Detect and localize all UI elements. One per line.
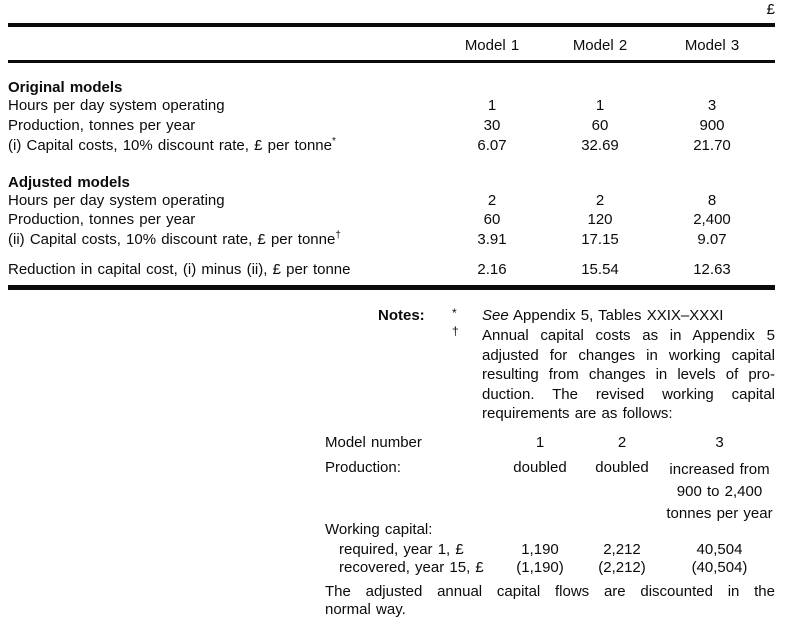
- table-bottom-rule: [8, 285, 775, 290]
- footnote-asterisk-marker: *: [332, 136, 336, 147]
- cell-model-1: 1: [535, 434, 545, 451]
- production-detail-line: tonnes per year: [666, 505, 773, 522]
- summary-row: Reduction in capital cost, (i) minus (ii…: [0, 261, 788, 281]
- dagger-note-marker: †: [452, 324, 459, 338]
- section-title-original-models: Original models: [0, 79, 788, 99]
- cell-model-1: 3.91: [477, 231, 507, 248]
- table-row: (ii) Capital costs, 10% discount rate, £…: [0, 231, 788, 251]
- cell-model-2: 15.54: [581, 261, 619, 278]
- row-label: Working capital:: [325, 521, 433, 538]
- row-label: (ii) Capital costs, 10% discount rate, £…: [8, 230, 341, 249]
- column-header-model-3: Model 3: [684, 37, 740, 54]
- footnote-dagger-marker: †: [335, 230, 341, 241]
- note-appendix: See Appendix 5, Tables XXIX–XXXI: [482, 307, 723, 324]
- asterisk-note-marker: *: [452, 306, 457, 320]
- note-see-word: See: [482, 307, 509, 324]
- table-header-row: Model 1 Model 2 Model 3: [0, 37, 788, 57]
- subtable-production-row: Production: doubled doubled: [0, 459, 788, 479]
- cell-model-1: (1,190): [516, 559, 564, 576]
- cell-model-1: 2.16: [477, 261, 507, 278]
- cell-model-2: 1: [595, 97, 605, 114]
- subtable-model-number-row: Model number 1 2 3: [0, 434, 788, 454]
- cell-model-2: 120: [587, 211, 613, 228]
- table-top-rule: [8, 23, 775, 27]
- cell-model-2: doubled: [595, 459, 649, 476]
- cell-model-3: 8: [707, 192, 717, 209]
- cell-model-1: doubled: [513, 459, 567, 476]
- note-line: adjusted for changes in working capital: [482, 346, 775, 364]
- cell-model-3: 12.63: [693, 261, 731, 278]
- cell-model-3: 9.07: [697, 231, 727, 248]
- column-header-model-1: Model 1: [464, 37, 520, 54]
- working-capital-recovered-row: recovered, year 15, £ (1,190) (2,212) (4…: [0, 559, 788, 579]
- production-detail-line: 900 to 2,400: [676, 483, 763, 500]
- cell-model-3: 40,504: [696, 541, 743, 558]
- row-label: Hours per day system operating: [8, 97, 225, 114]
- table-row: Production, tonnes per year 60 120 2,400: [0, 211, 788, 231]
- cell-model-1: 1: [487, 97, 497, 114]
- column-header-model-2: Model 2: [572, 37, 628, 54]
- cell-model-3: 3: [707, 97, 717, 114]
- note-line: requirements are as follows:: [482, 405, 673, 422]
- cell-model-3-production: increased from 900 to 2,400 tonnes per y…: [662, 459, 777, 525]
- row-label: Production, tonnes per year: [8, 211, 196, 228]
- table-row: Hours per day system operating 1 1 3: [0, 97, 788, 117]
- row-label: (i) Capital costs, 10% discount rate, £ …: [8, 136, 336, 155]
- cell-model-1: 1,190: [521, 541, 559, 558]
- note-line: duction. The revised working capital: [482, 385, 775, 403]
- cell-model-2: 2: [617, 434, 627, 451]
- table-row: (i) Capital costs, 10% discount rate, £ …: [0, 137, 788, 157]
- notes-heading: Notes:: [378, 307, 425, 324]
- working-capital-title-row: Working capital:: [0, 521, 788, 541]
- cell-model-2: 2: [595, 192, 605, 209]
- cell-model-3: 2,400: [693, 211, 731, 228]
- cell-model-2: 32.69: [581, 137, 619, 154]
- closing-paragraph: The adjusted annual capital flows are di…: [325, 583, 775, 619]
- section-title: Original models: [8, 79, 123, 96]
- row-label: Reduction in capital cost, (i) minus (ii…: [8, 261, 351, 278]
- note-line: resulting from changes in levels of pro-: [482, 366, 775, 383]
- cell-model-3: 900: [699, 117, 725, 134]
- note-appendix-text: Appendix 5, Tables XXIX–XXXI: [508, 307, 724, 324]
- cell-model-1: 6.07: [477, 137, 507, 154]
- table-row: Hours per day system operating 2 2 8: [0, 192, 788, 212]
- row-label: Hours per day system operating: [8, 192, 225, 209]
- cell-model-3: (40,504): [691, 559, 748, 576]
- cell-model-2: 17.15: [581, 231, 619, 248]
- section-title-adjusted-models: Adjusted models: [0, 174, 788, 194]
- row-label: Model number: [325, 434, 422, 451]
- cell-model-1: 2: [487, 192, 497, 209]
- cell-model-2: 60: [591, 117, 609, 134]
- table-header-rule: [8, 60, 775, 63]
- closing-line: The adjusted annual capital flows are di…: [325, 583, 775, 600]
- cell-model-1: 60: [483, 211, 501, 228]
- row-label: recovered, year 15, £: [339, 559, 484, 576]
- note-line: Annual capital costs as in Appendix 5: [482, 327, 775, 344]
- section-title: Adjusted models: [8, 174, 130, 191]
- production-detail-line: increased from: [669, 461, 770, 478]
- row-label: Production:: [325, 459, 401, 476]
- table-row: Production, tonnes per year 30 60 900: [0, 117, 788, 137]
- cell-model-3: 21.70: [693, 137, 731, 154]
- cell-model-2: (2,212): [598, 559, 646, 576]
- cell-model-3: 3: [715, 434, 724, 451]
- working-capital-required-row: required, year 1, £ 1,190 2,212 40,504: [0, 541, 788, 561]
- currency-symbol: £: [766, 1, 775, 18]
- closing-line: normal way.: [325, 601, 406, 618]
- row-label: required, year 1, £: [339, 541, 464, 558]
- row-label: Production, tonnes per year: [8, 117, 196, 134]
- cell-model-1: 30: [483, 117, 501, 134]
- cell-model-2: 2,212: [603, 541, 641, 558]
- note-capital-costs: Annual capital costs as in Appendix 5 ad…: [482, 326, 775, 424]
